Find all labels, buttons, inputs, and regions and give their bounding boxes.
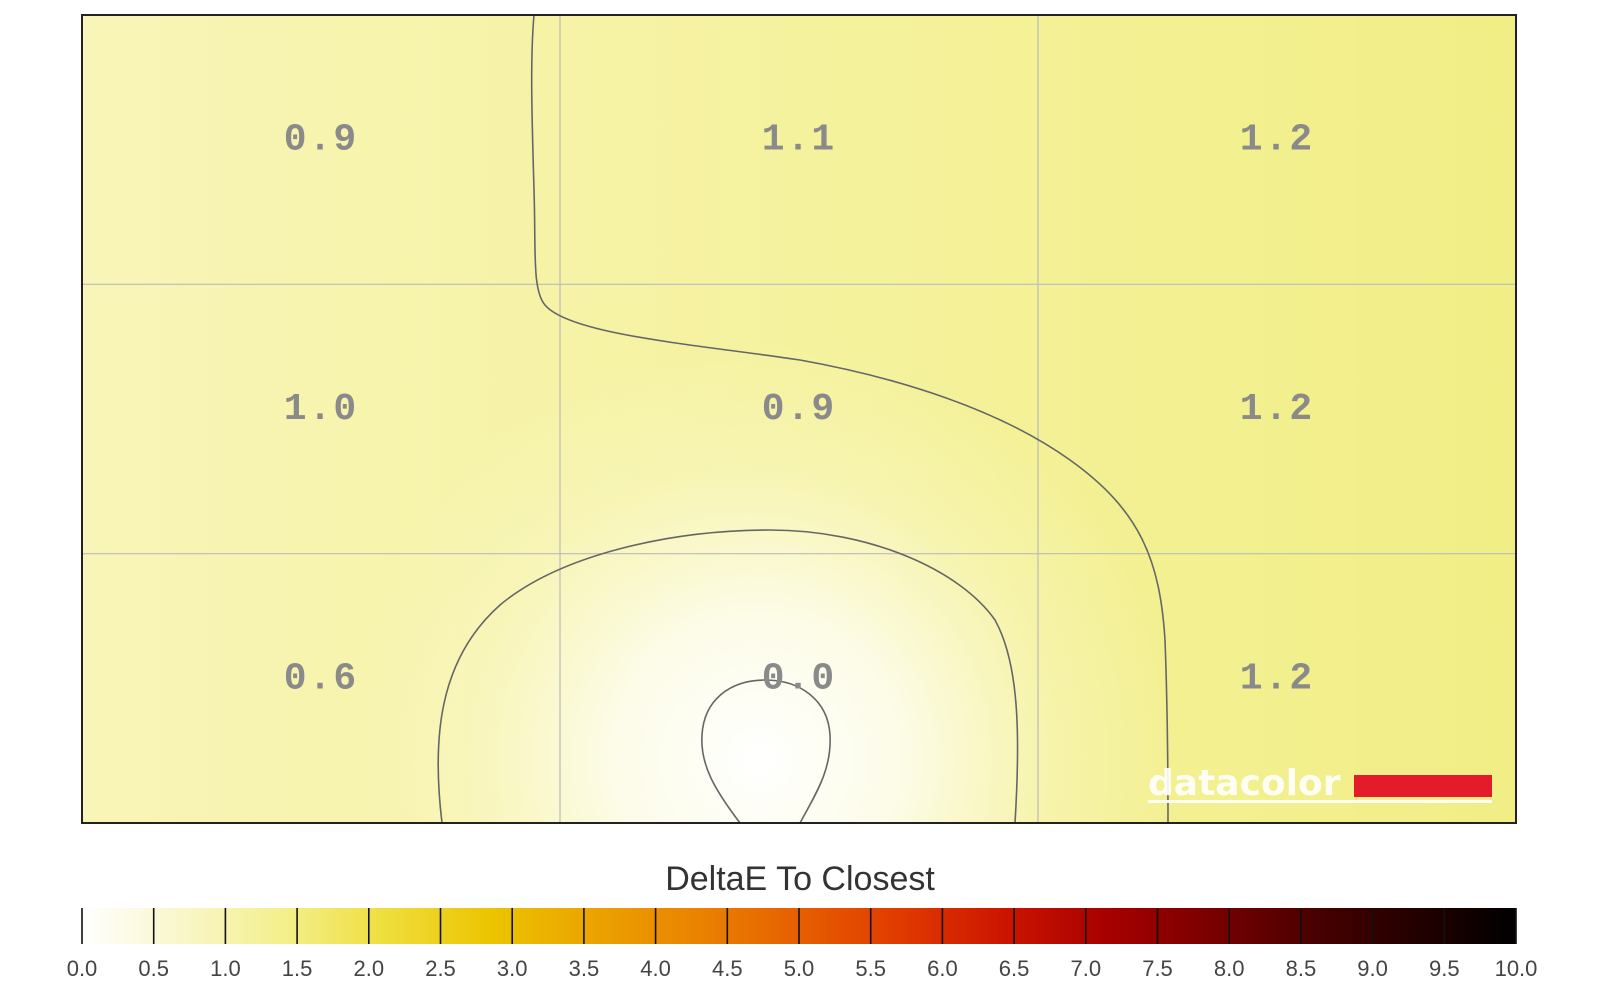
colorbar-tick-label: 7.0 [1071,956,1102,981]
colorbar-tick-label: 7.5 [1142,956,1173,981]
colorbar-tick-label: 3.0 [497,956,528,981]
colorbar-tick-label: 3.5 [569,956,600,981]
colorbar-tick-label: 6.0 [927,956,958,981]
colorbar-tick-label: 2.5 [425,956,456,981]
cell-value-label: 1.2 [1240,119,1314,162]
cell-value-label: 0.6 [284,657,358,700]
colorbar-ticks [81,908,1517,944]
cell-value-label: 0.0 [762,657,836,700]
plot-area: 0.9 1.1 1.2 1.0 0.9 1.2 0.6 0.0 1.2 datacolor [81,14,1517,824]
cell-value-label: 1.2 [1240,657,1314,700]
colorbar-tick-label: 8.0 [1214,956,1245,981]
colorbar: DeltaE To Closest 0.0 0.5 1.0 1.5 2.0 2.5 3.0 3… [67,860,1538,981]
colorbar-tick-label: 1.5 [282,956,313,981]
colorbar-tick-label: 9.0 [1357,956,1388,981]
contour-line-1-0-upper [530,15,1169,823]
watermark-text: datacolor [1148,763,1341,804]
contour-lines [437,15,1169,823]
colorbar-tick-label: 4.0 [640,956,671,981]
cell-value-label: 1.1 [762,119,836,162]
colorbar-tick-label: 2.0 [354,956,385,981]
contour-line-0-5 [701,679,831,823]
cell-value-label: 1.2 [1240,388,1314,431]
colorbar-tick-label: 8.5 [1286,956,1317,981]
colorbar-tick-label: 1.0 [210,956,241,981]
colorbar-title: DeltaE To Closest [665,860,935,898]
datacolor-watermark: datacolor [1148,763,1492,804]
colorbar-tick-label: 5.0 [784,956,815,981]
colorbar-tick-label: 0.5 [138,956,169,981]
colorbar-tick-label: 4.5 [712,956,743,981]
cell-value-label: 1.0 [284,388,358,431]
colorbar-tick-labels: 0.0 0.5 1.0 1.5 2.0 2.5 3.0 3.5 4.0 4.5 5.0 5.5 6.0 6… [67,956,1538,981]
colorbar-tick-label: 6.5 [999,956,1030,981]
plot-border [81,14,1517,824]
cell-labels: 0.9 1.1 1.2 1.0 0.9 1.2 0.6 0.0 1.2 [284,119,1314,701]
watermark-bar [1354,775,1492,797]
grid-lines [82,15,1516,823]
colorbar-tick-label: 5.5 [855,956,886,981]
colorbar-tick-label: 10.0 [1495,956,1538,981]
low-delta-glow [82,15,1516,823]
watermark-underline [1148,800,1492,803]
cell-value-label: 0.9 [284,119,358,162]
cell-value-label: 0.9 [762,388,836,431]
colorbar-tick-label: 0.0 [67,956,98,981]
colorbar-tick-label: 9.5 [1429,956,1460,981]
contour-line-1-0-lower [437,529,1019,823]
